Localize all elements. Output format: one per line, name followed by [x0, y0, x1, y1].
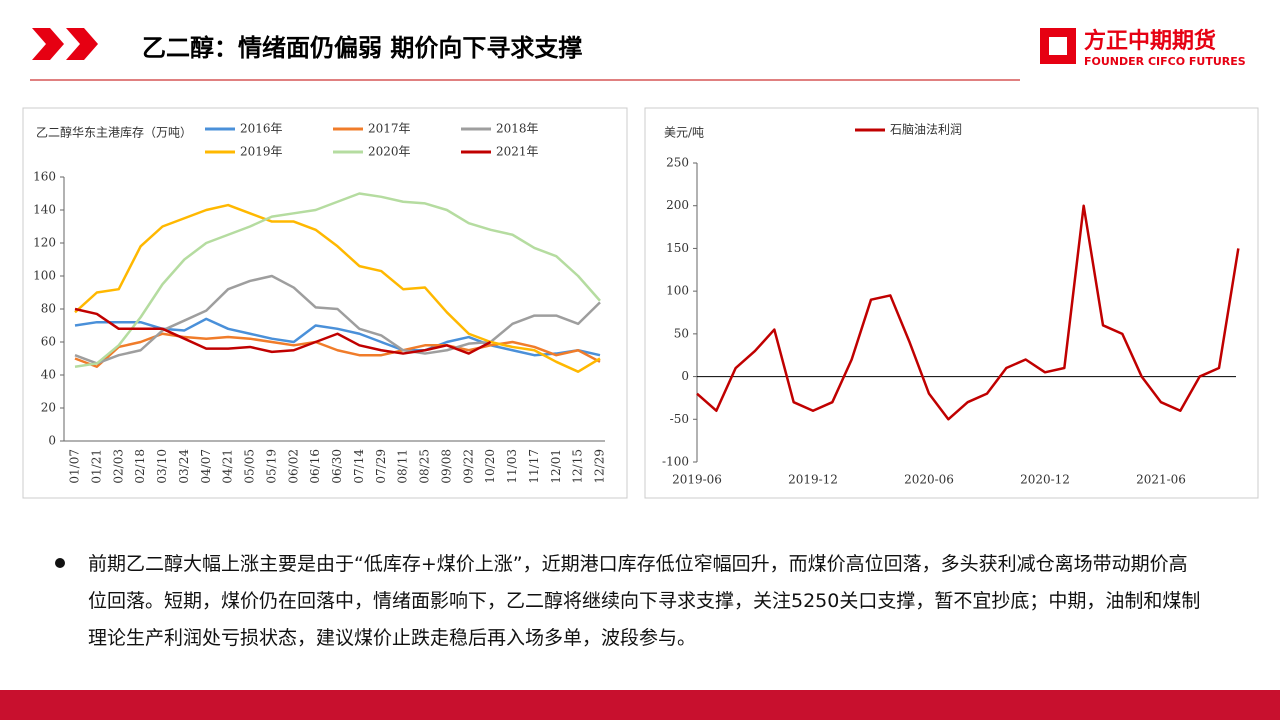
- x-tick-label: 08/11: [396, 449, 410, 484]
- x-tick-label: 2019-06: [672, 473, 722, 487]
- x-tick-label: 09/22: [461, 449, 475, 484]
- x-tick-label: 2019-12: [788, 473, 838, 487]
- series-line: [74, 307, 492, 355]
- legend-label: 2019年: [240, 145, 283, 159]
- x-tick-label: 06/16: [308, 449, 322, 484]
- y-tick-label: 100: [666, 284, 689, 298]
- logo-en: FOUNDER CIFCO FUTURES: [1084, 55, 1246, 68]
- panel: [22, 107, 628, 499]
- y-tick-label: -100: [662, 455, 689, 469]
- legend-label: 2018年: [496, 122, 539, 136]
- x-tick-label: 02/18: [133, 449, 147, 484]
- x-tick-label: 2020-06: [904, 473, 954, 487]
- x-tick-label: 06/30: [330, 449, 344, 484]
- x-tick-label: 12/15: [571, 449, 585, 484]
- slide-title: 乙二醇：情绪面仍偏弱 期价向下寻求支撑: [142, 34, 583, 62]
- x-tick-label: 07/29: [374, 449, 388, 484]
- y-tick-label: 50: [674, 326, 689, 340]
- y-tick-label: -50: [670, 412, 689, 426]
- x-tick-label: 06/02: [286, 449, 300, 484]
- x-tick-label: 12/29: [593, 449, 607, 484]
- footer-bar: [0, 690, 1280, 720]
- x-tick-label: 04/21: [221, 449, 235, 484]
- x-tick-label: 12/01: [549, 449, 563, 484]
- chevron: [66, 28, 98, 60]
- y-tick-label: 0: [681, 369, 689, 383]
- legend-label: 2016年: [240, 122, 283, 136]
- legend-label: 2017年: [368, 122, 411, 136]
- x-tick-label: 03/24: [177, 449, 191, 484]
- y-tick-label: 120: [33, 236, 56, 250]
- x-tick-label: 2021-06: [1136, 473, 1186, 487]
- y-tick-label: 150: [666, 241, 689, 255]
- y-tick-label: 200: [666, 198, 689, 212]
- y-axis-label: 乙二醇华东主港库存（万吨）: [36, 125, 192, 140]
- x-tick-label: 10/20: [483, 449, 497, 484]
- y-tick-label: 160: [33, 170, 56, 184]
- x-tick-label: 05/05: [243, 449, 257, 484]
- legend-label: 2021年: [496, 145, 539, 159]
- panel: [644, 107, 1259, 499]
- y-axis-label: 美元/吨: [664, 126, 704, 140]
- y-tick-label: 60: [41, 335, 56, 349]
- x-tick-label: 09/08: [439, 449, 453, 484]
- x-tick-label: 01/07: [68, 449, 82, 484]
- y-tick-label: 0: [48, 434, 56, 448]
- legend-label: 石脑油法利润: [890, 123, 962, 137]
- series-line: [74, 332, 601, 368]
- logo: 方正中期期货: [1084, 28, 1216, 54]
- x-tick-label: 03/10: [155, 449, 169, 484]
- x-tick-label: 11/17: [527, 449, 541, 484]
- y-tick-label: 80: [41, 302, 56, 316]
- y-tick-label: 40: [41, 368, 56, 382]
- y-tick-label: 20: [41, 401, 56, 415]
- y-tick-label: 100: [33, 269, 56, 283]
- x-tick-label: 08/25: [418, 449, 432, 484]
- x-tick-label: 05/19: [264, 449, 278, 484]
- chevron: [32, 28, 64, 60]
- x-tick-label: 04/07: [199, 449, 213, 484]
- x-tick-label: 01/21: [89, 449, 103, 484]
- series-line: [74, 203, 601, 373]
- bullet-dot: [55, 558, 65, 568]
- x-tick-label: 11/03: [505, 449, 519, 484]
- series-line: [74, 274, 601, 365]
- x-tick-label: 07/14: [352, 449, 366, 484]
- bullet-text: 前期乙二醇大幅上涨主要是由于“低库存+煤价上涨”，近期港口库存低位窄幅回升，而煤…: [88, 553, 1201, 649]
- series-line: [74, 192, 601, 368]
- x-tick-label: 2020-12: [1020, 473, 1070, 487]
- series-line: [696, 204, 1240, 421]
- logo-mark: [1049, 37, 1067, 55]
- y-tick-label: 250: [666, 156, 689, 170]
- y-tick-label: 140: [33, 203, 56, 217]
- legend-label: 2020年: [368, 145, 411, 159]
- x-tick-label: 02/03: [111, 449, 125, 484]
